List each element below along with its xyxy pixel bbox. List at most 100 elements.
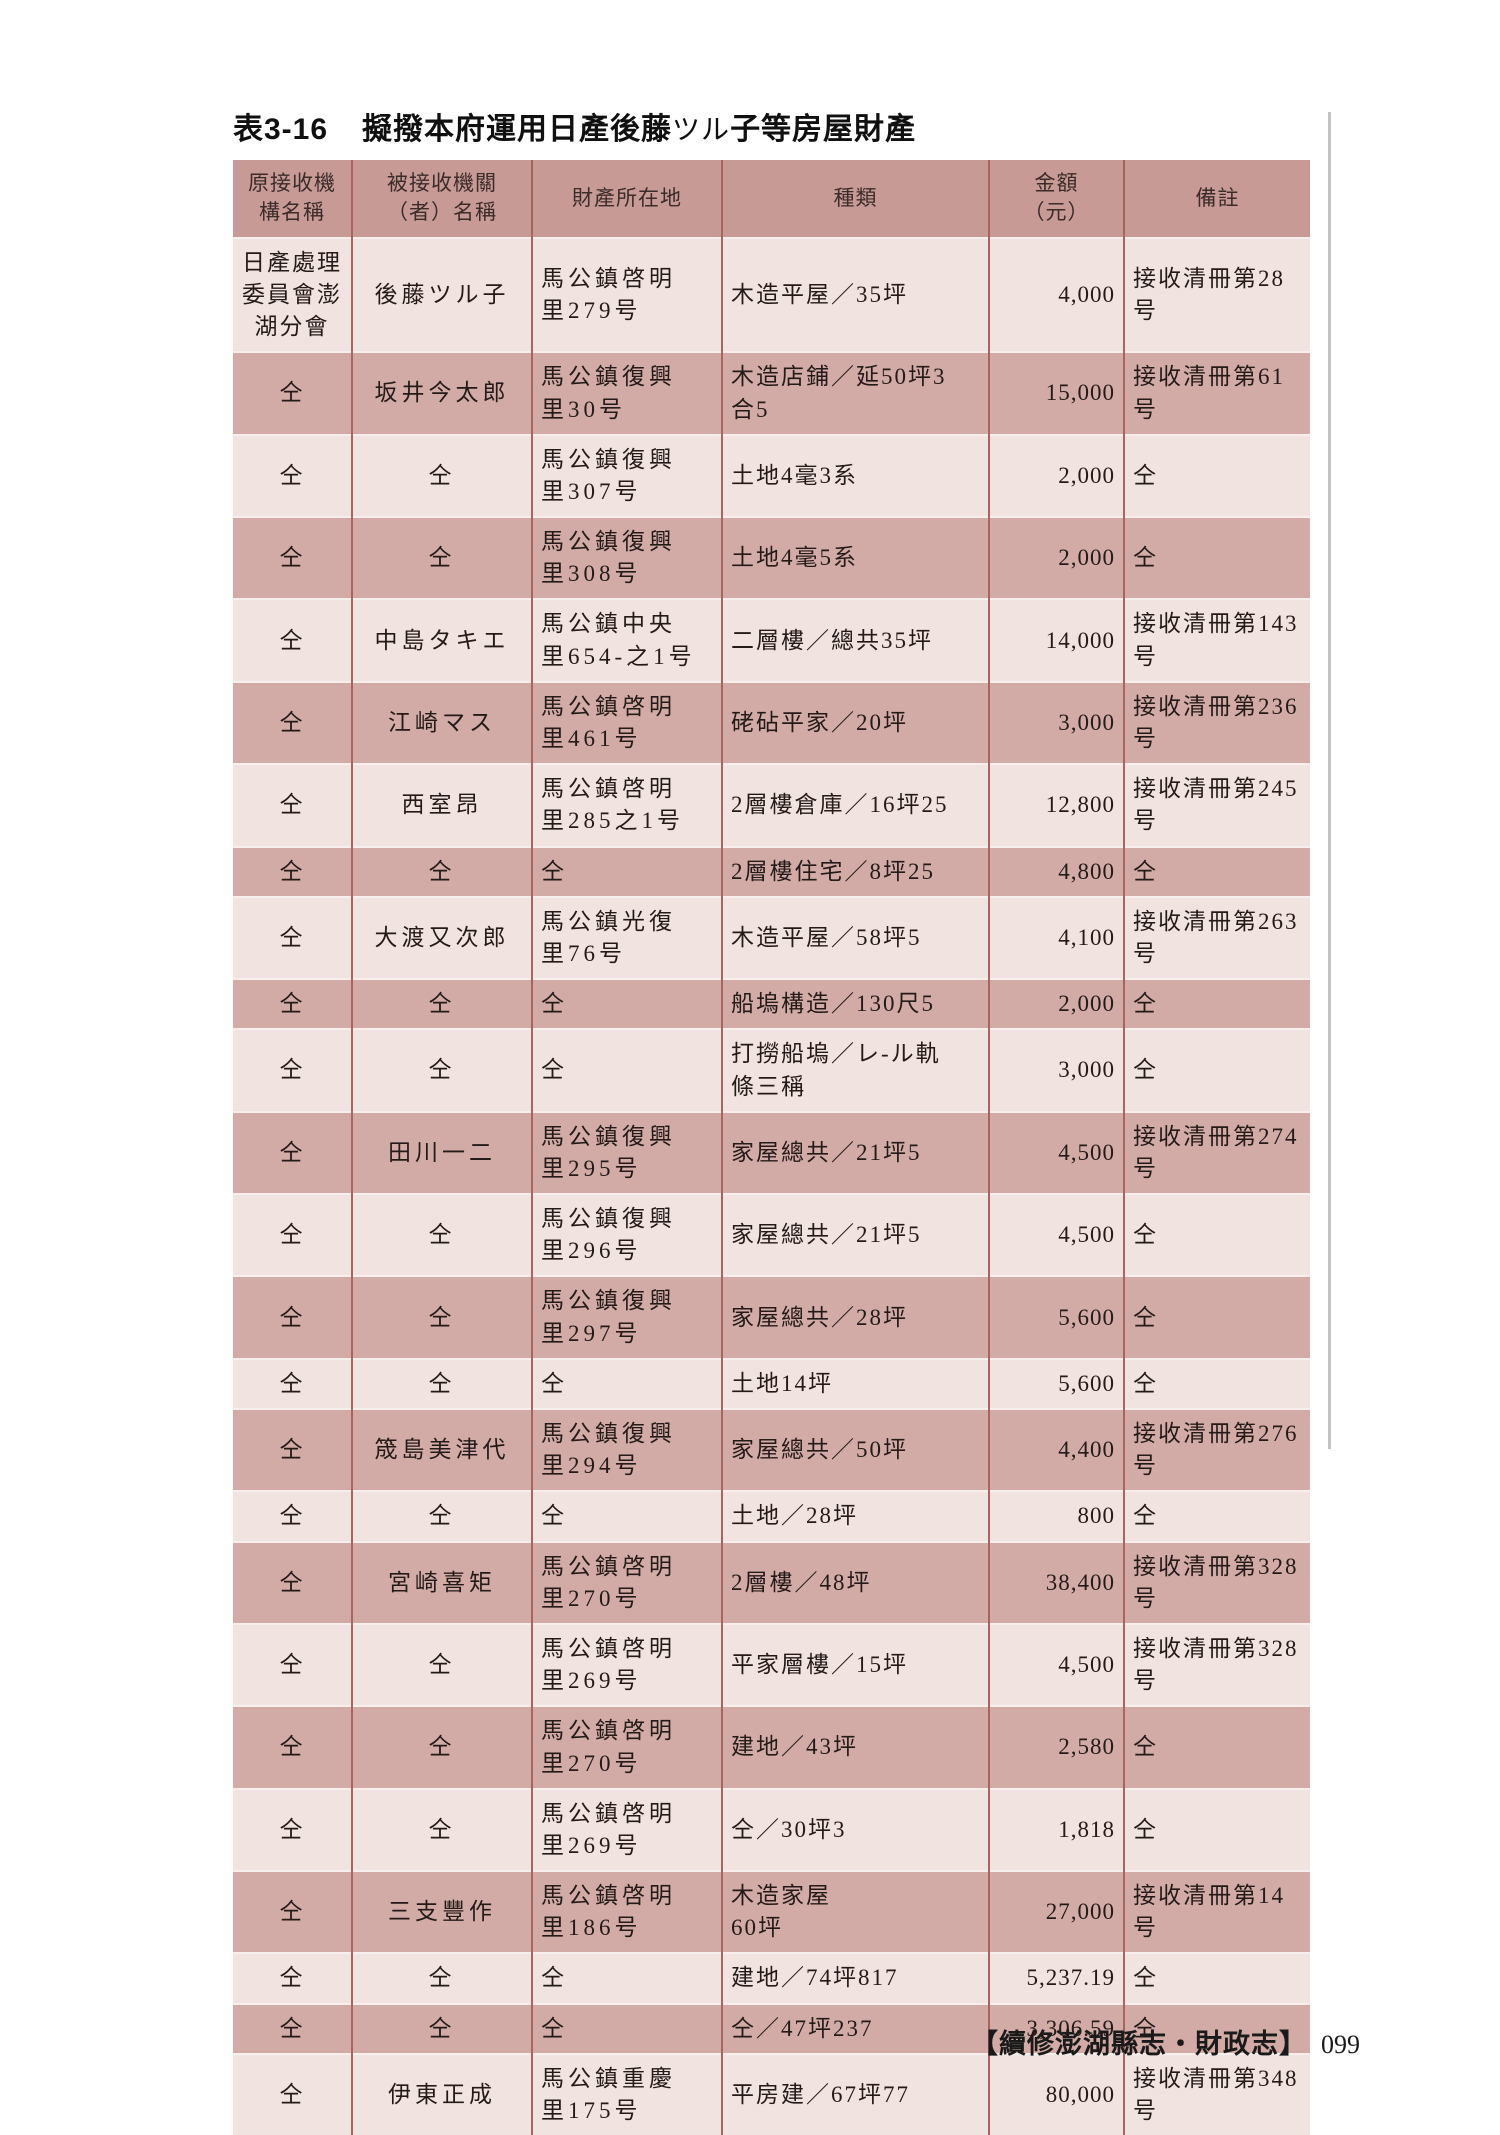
cell-amount: 2,000 — [988, 978, 1124, 1030]
cell-type: 2層樓住宅／8坪25 — [721, 845, 989, 897]
cell-type: 平房建／67坪77 — [721, 2052, 989, 2135]
cell-remarks: 仝 — [1123, 1490, 1310, 1542]
cell-type: 土地4毫3系 — [721, 433, 989, 518]
cell-received-party: 仝 — [351, 845, 532, 897]
cell-amount: 27,000 — [988, 1870, 1124, 1954]
column-header-property-location: 財產所在地 — [531, 160, 722, 238]
cell-amount: 14,000 — [988, 598, 1124, 682]
cell-amount: 80,000 — [988, 2052, 1124, 2135]
table-row: 仝仝馬公鎮啓明 里269号 仝／30坪3 1,818 仝 — [233, 1787, 1310, 1872]
table-row: 仝仝仝船塢構造／130尺5 2,000 仝 — [233, 978, 1310, 1030]
property-table: 原接收機 構名稱 被接收機關 （者）名稱 財產所在地 種類 金額 （元） 備註 … — [233, 160, 1310, 2135]
cell-property-location: 仝 — [531, 1357, 722, 1410]
table-title-suffix: 子等房屋財產 — [730, 113, 917, 146]
cell-amount: 3,306.59 — [988, 2002, 1124, 2054]
cell-original-agency: 仝 — [233, 1952, 352, 2004]
table-row: 仝大渡又次郎 馬公鎮光復 里76号 木造平屋／58坪5 4,100 接收清冊第263号 — [233, 895, 1310, 980]
cell-remarks: 仝 — [1123, 433, 1310, 518]
cell-amount: 4,500 — [988, 1193, 1124, 1277]
cell-original-agency: 仝 — [233, 978, 352, 1030]
book-title: 【續修澎湖縣志・財政志】 — [971, 2029, 1307, 2059]
cell-received-party: 後藤ツル子 — [351, 236, 532, 353]
table-number-label: 表3-16 — [233, 113, 329, 146]
cell-amount: 4,500 — [988, 1110, 1124, 1195]
cell-received-party: 三支豐作 — [351, 1870, 532, 1954]
cell-received-party: 仝 — [351, 1275, 532, 1359]
cell-original-agency: 仝 — [233, 1028, 352, 1112]
cell-type: 仝／47坪237 — [721, 2002, 989, 2054]
cell-amount: 5,237.19 — [988, 1952, 1124, 2004]
cell-original-agency: 仝 — [233, 1622, 352, 1707]
cell-received-party: 仝 — [351, 1193, 532, 1277]
cell-type: 打撈船塢／レ-ル軌 條三稱 — [721, 1028, 989, 1112]
table-row: 仝三支豐作 馬公鎮啓明 里186号 木造家屋 60坪 27,000 接收清冊第14号 — [233, 1870, 1310, 1954]
cell-property-location: 仝 — [531, 978, 722, 1030]
cell-remarks: 接收清冊第263号 — [1123, 895, 1310, 980]
cell-remarks: 接收清冊第276号 — [1123, 1408, 1310, 1492]
cell-amount: 4,500 — [988, 1622, 1124, 1707]
table-title: 擬撥本府運用日產後藤ツル子等房屋財產 — [362, 104, 916, 148]
cell-property-location: 馬公鎮啓明 里270号 — [531, 1705, 722, 1789]
cell-remarks: 仝 — [1123, 1705, 1310, 1789]
cell-original-agency: 仝 — [233, 1490, 352, 1542]
cell-received-party: 宮崎喜矩 — [351, 1540, 532, 1624]
cell-original-agency: 仝 — [233, 1408, 352, 1492]
cell-type: 建地／43坪 — [721, 1705, 989, 1789]
table-row: 仝仝仝土地14坪 5,600 仝 — [233, 1357, 1310, 1410]
cell-received-party: 仝 — [351, 978, 532, 1030]
table-row: 仝仝馬公鎮復興 里297号 家屋總共／28坪 5,600 仝 — [233, 1275, 1310, 1359]
cell-property-location: 仝 — [531, 1952, 722, 2004]
cell-type: 土地／28坪 — [721, 1490, 989, 1542]
cell-remarks: 仝 — [1123, 1787, 1310, 1872]
column-header-type: 種類 — [721, 160, 989, 238]
page-number: 099 — [1321, 2030, 1360, 2059]
cell-property-location: 馬公鎮光復 里76号 — [531, 895, 722, 980]
cell-original-agency: 仝 — [233, 598, 352, 682]
cell-received-party: 筬島美津代 — [351, 1408, 532, 1492]
cell-remarks: 仝 — [1123, 1193, 1310, 1277]
cell-type: 家屋總共／21坪5 — [721, 1193, 989, 1277]
table-row: 仝江崎マス 馬公鎮啓明 里461号 硓砧平家／20坪 3,000 接收清冊第236号 — [233, 680, 1310, 765]
table-row: 仝仝仝建地／74坪817 5,237.19 仝 — [233, 1952, 1310, 2004]
cell-amount: 5,600 — [988, 1275, 1124, 1359]
cell-amount: 3,000 — [988, 680, 1124, 765]
cell-type: 二層樓／總共35坪 — [721, 598, 989, 682]
table-row: 仝仝馬公鎮復興 里308号 土地4毫5系 2,000 仝 — [233, 516, 1310, 600]
cell-original-agency: 仝 — [233, 1193, 352, 1277]
cell-amount: 5,600 — [988, 1357, 1124, 1410]
cell-received-party: 仝 — [351, 1357, 532, 1410]
cell-original-agency: 仝 — [233, 1110, 352, 1195]
cell-received-party: 仝 — [351, 2002, 532, 2054]
cell-property-location: 仝 — [531, 1490, 722, 1542]
cell-remarks: 接收清冊第236号 — [1123, 680, 1310, 765]
cell-property-location: 馬公鎮啓明 里269号 — [531, 1787, 722, 1872]
cell-remarks: 接收清冊第348号 — [1123, 2052, 1310, 2135]
page-margin-rule — [1328, 112, 1331, 1449]
page-title: 表3-16 擬撥本府運用日產後藤ツル子等房屋財產 — [233, 104, 1500, 148]
cell-type: 木造店鋪／延50坪3 合5 — [721, 351, 989, 435]
cell-property-location: 仝 — [531, 2002, 722, 2054]
cell-original-agency: 仝 — [233, 1787, 352, 1872]
cell-original-agency: 仝 — [233, 2002, 352, 2054]
cell-received-party: 江崎マス — [351, 680, 532, 765]
cell-original-agency: 仝 — [233, 516, 352, 600]
cell-received-party: 西室昂 — [351, 763, 532, 847]
cell-received-party: 坂井今太郎 — [351, 351, 532, 435]
table-row: 仝西室昂 馬公鎮啓明 里285之1号 2層樓倉庫／16坪25 12,800 接收清冊第2… — [233, 763, 1310, 847]
cell-type: 船塢構造／130尺5 — [721, 978, 989, 1030]
table-row: 仝筬島美津代 馬公鎮復興 里294号 家屋總共／50坪 4,400 接收清冊第276号 — [233, 1408, 1310, 1492]
cell-original-agency: 仝 — [233, 1540, 352, 1624]
table-row: 仝仝馬公鎮復興 里307号 土地4毫3系 2,000 仝 — [233, 433, 1310, 518]
cell-received-party: 仝 — [351, 433, 532, 518]
cell-original-agency: 日產處理 委員會澎 湖分會 — [233, 236, 352, 353]
column-header-remarks: 備註 — [1123, 160, 1310, 238]
table-row: 仝宮崎喜矩 馬公鎮啓明 里270号 2層樓／48坪 38,400 接收清冊第328号 — [233, 1540, 1310, 1624]
cell-received-party: 中島タキエ — [351, 598, 532, 682]
cell-amount: 4,100 — [988, 895, 1124, 980]
cell-amount: 3,000 — [988, 1028, 1124, 1112]
header-row: 原接收機 構名稱 被接收機關 （者）名稱 財產所在地 種類 金額 （元） 備註 — [233, 160, 1310, 238]
table-row: 仝伊東正成 馬公鎮重慶 里175号 平房建／67坪77 80,000 接收清冊第348号 — [233, 2052, 1310, 2135]
cell-remarks: 仝 — [1123, 2002, 1310, 2054]
cell-remarks: 仝 — [1123, 1028, 1310, 1112]
